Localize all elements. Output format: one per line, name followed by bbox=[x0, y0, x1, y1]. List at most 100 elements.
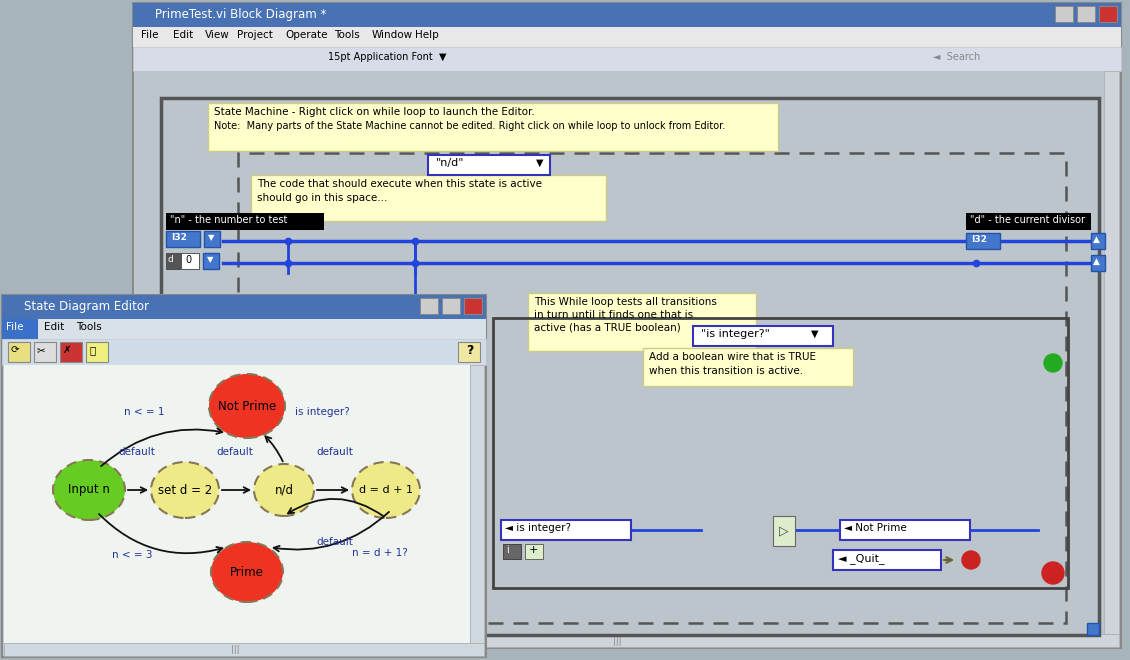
FancyBboxPatch shape bbox=[966, 213, 1090, 230]
Circle shape bbox=[962, 551, 980, 569]
FancyBboxPatch shape bbox=[503, 544, 521, 559]
Text: ⟳: ⟳ bbox=[11, 345, 19, 355]
Text: when this transition is active.: when this transition is active. bbox=[649, 366, 803, 376]
Ellipse shape bbox=[53, 460, 125, 520]
Text: File: File bbox=[6, 322, 24, 332]
FancyBboxPatch shape bbox=[525, 544, 544, 559]
Ellipse shape bbox=[151, 462, 219, 518]
Ellipse shape bbox=[211, 542, 282, 602]
Text: "n/d": "n/d" bbox=[436, 158, 464, 168]
FancyBboxPatch shape bbox=[470, 365, 484, 643]
Text: ▼: ▼ bbox=[811, 329, 818, 339]
FancyBboxPatch shape bbox=[2, 339, 486, 365]
Text: default: default bbox=[316, 537, 354, 547]
Text: n < = 1: n < = 1 bbox=[124, 407, 164, 417]
Text: Help: Help bbox=[415, 30, 438, 40]
FancyBboxPatch shape bbox=[458, 342, 480, 362]
Ellipse shape bbox=[254, 464, 314, 516]
Text: n/d: n/d bbox=[275, 484, 294, 496]
Text: n = d + 1?: n = d + 1? bbox=[353, 548, 408, 558]
Text: Input n: Input n bbox=[68, 484, 110, 496]
Text: ▼: ▼ bbox=[207, 255, 214, 264]
Text: "is integer?": "is integer?" bbox=[701, 329, 770, 339]
FancyBboxPatch shape bbox=[643, 348, 853, 386]
Text: Edit: Edit bbox=[173, 30, 193, 40]
FancyBboxPatch shape bbox=[133, 47, 1121, 71]
FancyBboxPatch shape bbox=[134, 634, 1119, 647]
FancyBboxPatch shape bbox=[420, 298, 438, 314]
Circle shape bbox=[1042, 562, 1064, 584]
Text: ▲: ▲ bbox=[1093, 235, 1099, 244]
Text: This While loop tests all transitions: This While loop tests all transitions bbox=[534, 297, 716, 307]
Text: State Machine - Right click on while loop to launch the Editor.: State Machine - Right click on while loo… bbox=[214, 107, 534, 117]
FancyBboxPatch shape bbox=[208, 103, 777, 151]
Text: ✗: ✗ bbox=[63, 345, 71, 355]
Text: ▼: ▼ bbox=[536, 158, 544, 168]
FancyBboxPatch shape bbox=[840, 520, 970, 540]
Text: "d" - the current divisor: "d" - the current divisor bbox=[970, 215, 1085, 225]
FancyBboxPatch shape bbox=[1077, 6, 1095, 22]
Text: The code that should execute when this state is active: The code that should execute when this s… bbox=[257, 179, 542, 189]
FancyBboxPatch shape bbox=[34, 342, 56, 362]
Text: |||: ||| bbox=[231, 645, 240, 655]
FancyBboxPatch shape bbox=[966, 233, 1000, 249]
FancyBboxPatch shape bbox=[166, 231, 200, 247]
Ellipse shape bbox=[353, 462, 420, 518]
FancyBboxPatch shape bbox=[86, 342, 108, 362]
Text: Operate: Operate bbox=[286, 30, 328, 40]
Ellipse shape bbox=[209, 374, 285, 438]
Text: d: d bbox=[168, 255, 174, 264]
FancyBboxPatch shape bbox=[501, 520, 631, 540]
FancyBboxPatch shape bbox=[5, 643, 484, 656]
FancyBboxPatch shape bbox=[2, 295, 486, 319]
Text: ◄ Not Prime: ◄ Not Prime bbox=[844, 523, 906, 533]
FancyBboxPatch shape bbox=[1087, 623, 1099, 635]
Text: i: i bbox=[506, 545, 508, 555]
Text: View: View bbox=[205, 30, 229, 40]
Text: d = d + 1: d = d + 1 bbox=[359, 485, 412, 495]
FancyBboxPatch shape bbox=[442, 298, 460, 314]
FancyBboxPatch shape bbox=[1090, 233, 1105, 249]
Text: ▼: ▼ bbox=[208, 233, 215, 242]
Text: 15pt Application Font  ▼: 15pt Application Font ▼ bbox=[328, 52, 446, 62]
Text: State Diagram Editor: State Diagram Editor bbox=[24, 300, 149, 313]
Text: default: default bbox=[216, 447, 253, 457]
FancyBboxPatch shape bbox=[1104, 71, 1119, 634]
Text: default: default bbox=[119, 447, 156, 457]
FancyBboxPatch shape bbox=[181, 253, 199, 269]
FancyBboxPatch shape bbox=[8, 342, 31, 362]
FancyBboxPatch shape bbox=[133, 27, 1121, 47]
Text: ◄ is integer?: ◄ is integer? bbox=[505, 523, 571, 533]
Text: |||: ||| bbox=[612, 636, 622, 645]
FancyBboxPatch shape bbox=[203, 253, 219, 269]
FancyBboxPatch shape bbox=[528, 293, 756, 351]
FancyBboxPatch shape bbox=[5, 365, 470, 643]
Text: n < = 3: n < = 3 bbox=[112, 550, 153, 560]
Text: Add a boolean wire that is TRUE: Add a boolean wire that is TRUE bbox=[649, 352, 816, 362]
Text: Tools: Tools bbox=[334, 30, 359, 40]
Text: 💡: 💡 bbox=[89, 345, 95, 355]
FancyBboxPatch shape bbox=[2, 319, 38, 339]
Text: I32: I32 bbox=[971, 235, 986, 244]
FancyBboxPatch shape bbox=[773, 516, 796, 546]
Text: Note:  Many parts of the State Machine cannot be edited. Right click on while lo: Note: Many parts of the State Machine ca… bbox=[214, 121, 725, 131]
FancyBboxPatch shape bbox=[428, 155, 550, 175]
Text: ▲: ▲ bbox=[1093, 257, 1099, 266]
Text: 0: 0 bbox=[185, 255, 191, 265]
Text: should go in this space...: should go in this space... bbox=[257, 193, 388, 203]
Text: I32: I32 bbox=[171, 233, 186, 242]
FancyBboxPatch shape bbox=[1090, 255, 1105, 271]
Text: Tools: Tools bbox=[76, 322, 102, 332]
FancyBboxPatch shape bbox=[166, 253, 181, 269]
Text: Project: Project bbox=[237, 30, 272, 40]
Text: default: default bbox=[316, 447, 354, 457]
Text: Window: Window bbox=[372, 30, 412, 40]
Circle shape bbox=[1044, 354, 1062, 372]
FancyBboxPatch shape bbox=[160, 623, 173, 635]
FancyBboxPatch shape bbox=[205, 231, 220, 247]
Text: Prime: Prime bbox=[231, 566, 264, 579]
Text: File: File bbox=[141, 30, 158, 40]
Text: PrimeTest.vi Block Diagram *: PrimeTest.vi Block Diagram * bbox=[155, 8, 327, 21]
FancyBboxPatch shape bbox=[464, 298, 483, 314]
FancyBboxPatch shape bbox=[1099, 6, 1116, 22]
